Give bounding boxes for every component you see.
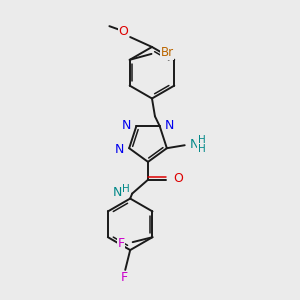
Text: F: F	[121, 271, 128, 284]
Text: F: F	[118, 237, 125, 250]
Text: H: H	[198, 144, 205, 154]
Text: O: O	[118, 25, 128, 38]
Text: N: N	[190, 138, 199, 151]
Text: N: N	[113, 186, 122, 199]
Text: H: H	[122, 184, 130, 194]
Text: N: N	[115, 143, 124, 156]
Text: N: N	[122, 118, 131, 132]
Text: H: H	[198, 135, 205, 145]
Text: O: O	[173, 172, 183, 185]
Text: Br: Br	[160, 46, 173, 59]
Text: N: N	[165, 118, 174, 132]
